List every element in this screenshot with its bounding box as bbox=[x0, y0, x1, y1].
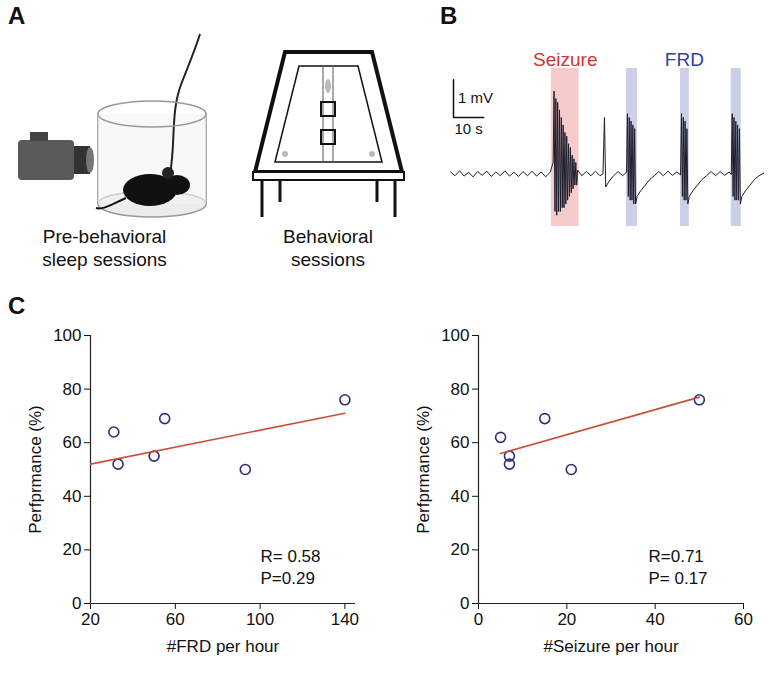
svg-text:0: 0 bbox=[474, 610, 483, 629]
svg-text:100: 100 bbox=[53, 326, 81, 345]
svg-text:10 s: 10 s bbox=[454, 120, 482, 137]
svg-text:0: 0 bbox=[72, 593, 82, 613]
svg-text:140: 140 bbox=[331, 610, 359, 629]
svg-text:80: 80 bbox=[451, 380, 470, 399]
svg-text:#Seizure per hour: #Seizure per hour bbox=[543, 637, 678, 656]
html-text:A: A bbox=[8, 2, 26, 29]
svg-text:40: 40 bbox=[646, 610, 665, 629]
svg-text:100: 100 bbox=[246, 610, 274, 629]
svg-text:60: 60 bbox=[166, 610, 185, 629]
svg-text:R= 0.58: R= 0.58 bbox=[261, 547, 321, 566]
svg-text:FRD: FRD bbox=[665, 49, 704, 70]
svg-text:20: 20 bbox=[451, 540, 470, 559]
svg-text:Seizure: Seizure bbox=[533, 49, 597, 70]
html-text:C: C bbox=[8, 292, 26, 319]
svg-text:40: 40 bbox=[451, 487, 470, 506]
svg-text:20: 20 bbox=[81, 610, 100, 629]
svg-text:40: 40 bbox=[63, 487, 82, 506]
svg-text:P= 0.17: P= 0.17 bbox=[649, 569, 708, 588]
svg-text:Perfprmance (%): Perfprmance (%) bbox=[26, 405, 45, 533]
svg-text:0: 0 bbox=[460, 594, 469, 613]
html-text:Behavioral sessions: Behavioral sessions bbox=[283, 226, 373, 270]
svg-text:20: 20 bbox=[557, 610, 576, 629]
svg-text:20: 20 bbox=[63, 540, 82, 559]
svg-text:1 mV: 1 mV bbox=[458, 89, 493, 106]
svg-text:Perfprmance (%): Perfprmance (%) bbox=[414, 405, 433, 533]
svg-text:R=0.71: R=0.71 bbox=[649, 547, 704, 566]
svg-text:#FRD per hour: #FRD per hour bbox=[167, 637, 280, 656]
svg-text:100: 100 bbox=[441, 326, 469, 345]
html-text:B: B bbox=[440, 2, 458, 29]
svg-text:P=0.29: P=0.29 bbox=[261, 569, 315, 588]
svg-text:80: 80 bbox=[63, 380, 82, 399]
html-text:Pre-behavioral sleep sessions: Pre-behavioral sleep sessions bbox=[42, 226, 167, 270]
svg-text:60: 60 bbox=[734, 610, 753, 629]
svg-text:60: 60 bbox=[63, 433, 82, 452]
svg-text:60: 60 bbox=[451, 433, 470, 452]
